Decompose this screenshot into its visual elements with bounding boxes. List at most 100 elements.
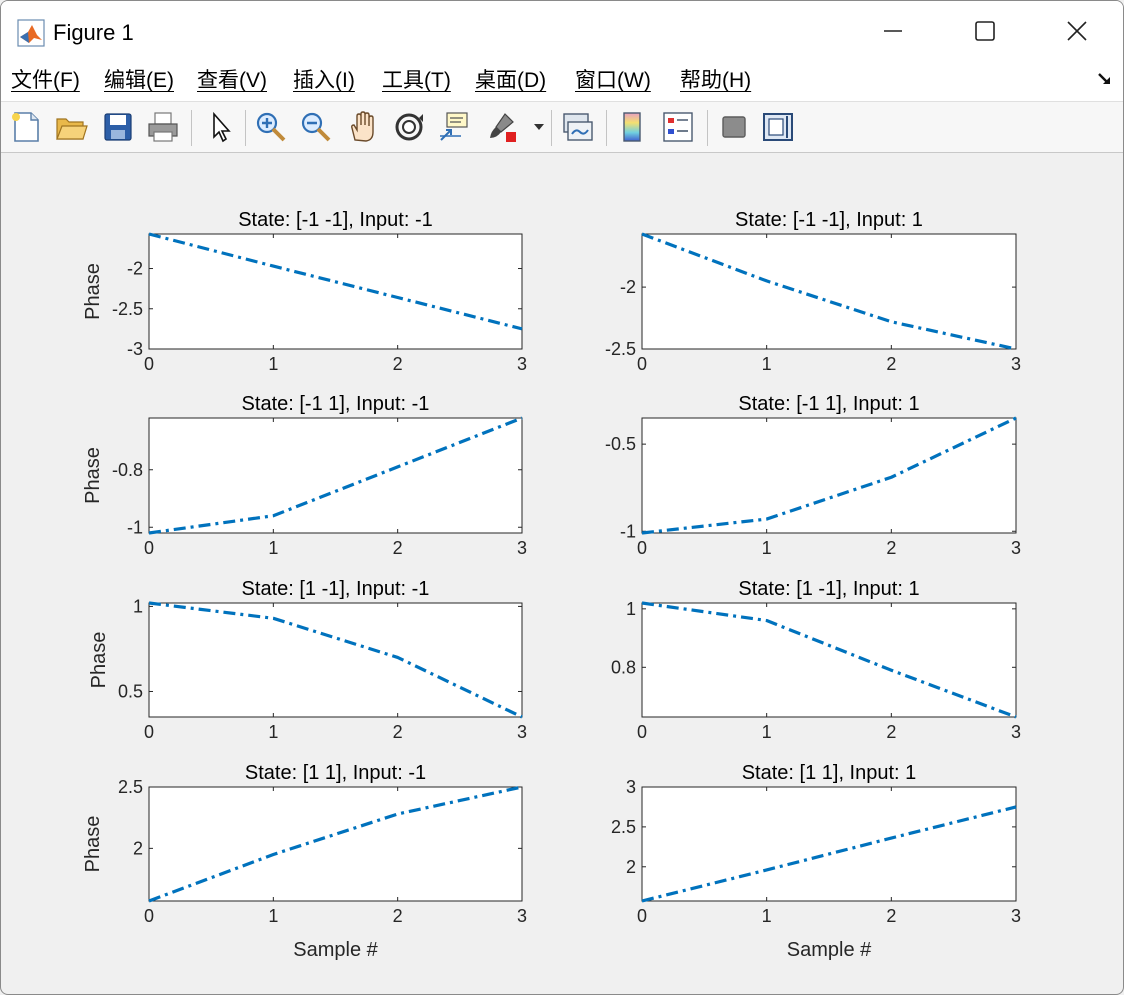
subplot-title: State: [1 1], Input: -1 (245, 762, 426, 784)
data-series-line (148, 416, 523, 535)
brush-dropdown-icon[interactable] (533, 122, 545, 132)
axes-box (148, 602, 523, 718)
rotate-3d-icon[interactable] (392, 110, 426, 144)
axes-box (641, 786, 1017, 902)
x-tick-label: 1 (268, 354, 278, 374)
x-tick-label: 2 (393, 722, 403, 742)
y-tick-label: -0.8 (112, 460, 143, 480)
y-tick-label: 0.5 (118, 681, 143, 701)
x-tick-label: 3 (1011, 906, 1021, 926)
x-tick-label: 0 (144, 906, 154, 926)
subplot: State: [-1 1], Input: -1 0 1 2 3 -1 -0.8 Phase (82, 393, 527, 558)
axes-box (641, 602, 1017, 718)
figure-toolbar (1, 102, 1123, 153)
toolbar-separator (191, 110, 192, 146)
subplot-title: State: [-1 1], Input: -1 (242, 393, 430, 415)
dock-figure-icon[interactable] (1095, 69, 1115, 89)
menu-tools[interactable]: 工具(T) (382, 69, 451, 92)
data-series-line (641, 416, 1017, 535)
x-tick-label: 2 (886, 906, 896, 926)
subplot-grid: State: [-1 -1], Input: -1 0 1 2 3 -3 -2.5 -2 Pha… (82, 209, 1021, 961)
menu-view[interactable]: 查看(V) (197, 69, 267, 92)
x-tick-label: 1 (762, 906, 772, 926)
menu-desktop[interactable]: 桌面(D) (475, 69, 547, 92)
axes-box (148, 786, 523, 902)
x-tick-label: 1 (762, 538, 772, 558)
x-tick-label: 2 (393, 538, 403, 558)
subplot: State: [-1 -1], Input: 1 0 1 2 3 -2.5 -2 (605, 209, 1021, 374)
zoom-in-icon[interactable] (254, 110, 288, 144)
y-axis-label: Phase (82, 447, 104, 504)
brush-icon[interactable] (485, 110, 519, 144)
figure-canvas[interactable]: State: [-1 -1], Input: -1 0 1 2 3 -3 -2.5 -2 Pha… (1, 153, 1123, 994)
data-series-line (641, 232, 1017, 351)
save-icon[interactable] (101, 110, 135, 144)
y-tick-label: -2.5 (112, 299, 143, 319)
menu-file[interactable]: 文件(F) (11, 69, 80, 92)
menu-help[interactable]: 帮助(H) (680, 69, 752, 92)
x-tick-label: 0 (637, 354, 647, 374)
x-tick-label: 0 (637, 722, 647, 742)
x-tick-label: 3 (517, 354, 527, 374)
legend-icon[interactable] (661, 110, 695, 144)
x-tick-label: 3 (517, 722, 527, 742)
y-axis-label: Phase (82, 816, 104, 873)
matlab-logo-icon (17, 19, 45, 47)
data-series-line (148, 785, 523, 903)
x-tick-label: 2 (393, 906, 403, 926)
x-tick-label: 3 (1011, 354, 1021, 374)
x-tick-label: 1 (762, 354, 772, 374)
y-tick-label: 3 (626, 777, 636, 797)
y-tick-label: -0.5 (605, 434, 636, 454)
zoom-out-icon[interactable] (299, 110, 333, 144)
new-figure-icon[interactable] (9, 110, 43, 144)
menu-insert[interactable]: 插入(I) (293, 69, 355, 92)
axes-box (148, 417, 523, 534)
y-tick-label: 2 (133, 838, 143, 858)
open-folder-icon[interactable] (54, 110, 88, 144)
minimize-button[interactable] (847, 1, 939, 61)
data-cursor-icon[interactable] (437, 110, 471, 144)
x-axis-label: Sample # (293, 939, 378, 961)
axes-box (641, 417, 1017, 534)
subplot: State: [-1 1], Input: 1 0 1 2 3 -1 -0.5 (605, 393, 1021, 558)
menu-edit[interactable]: 编辑(E) (104, 69, 174, 92)
y-tick-label: -2 (620, 277, 636, 297)
y-axis-label: Phase (88, 632, 110, 689)
y-axis-label: Phase (82, 263, 104, 320)
x-tick-label: 2 (886, 354, 896, 374)
y-tick-label: 0.8 (611, 657, 636, 677)
data-series-line (641, 601, 1017, 719)
y-tick-label: 1 (133, 596, 143, 616)
pointer-icon[interactable] (204, 110, 238, 144)
x-tick-label: 0 (637, 906, 647, 926)
menu-bar: 文件(F) 编辑(E) 查看(V) 插入(I) 工具(T) 桌面(D) 窗口(W… (1, 61, 1123, 102)
link-plot-icon[interactable] (561, 110, 595, 144)
pan-hand-icon[interactable] (346, 110, 380, 144)
y-tick-label: -3 (127, 339, 143, 359)
close-icon (1067, 21, 1087, 41)
hide-plot-tools-icon[interactable] (717, 110, 751, 144)
x-tick-label: 2 (886, 722, 896, 742)
x-tick-label: 3 (517, 538, 527, 558)
axes-box (641, 233, 1017, 350)
y-tick-label: -2.5 (605, 339, 636, 359)
subplot-title: State: [-1 -1], Input: -1 (238, 209, 433, 231)
subplot: State: [1 1], Input: 1 0 1 2 3 2 2.5 3 Sample # (611, 762, 1021, 961)
menu-window[interactable]: 窗口(W) (575, 69, 651, 92)
title-bar[interactable]: Figure 1 (1, 1, 1123, 61)
maximize-button[interactable] (939, 1, 1031, 61)
axes-box (148, 233, 523, 350)
show-plot-tools-icon[interactable] (761, 110, 795, 144)
print-icon[interactable] (146, 110, 180, 144)
x-tick-label: 0 (144, 538, 154, 558)
close-button[interactable] (1031, 1, 1123, 61)
x-tick-label: 1 (762, 722, 772, 742)
y-tick-label: 1 (626, 599, 636, 619)
x-tick-label: 1 (268, 906, 278, 926)
colorbar-icon[interactable] (615, 110, 649, 144)
subplot-title: State: [1 -1], Input: 1 (738, 578, 919, 600)
x-axis-label: Sample # (787, 939, 872, 961)
subplot: State: [1 1], Input: -1 0 1 2 3 2 2.5 Phase Samp… (82, 762, 527, 961)
